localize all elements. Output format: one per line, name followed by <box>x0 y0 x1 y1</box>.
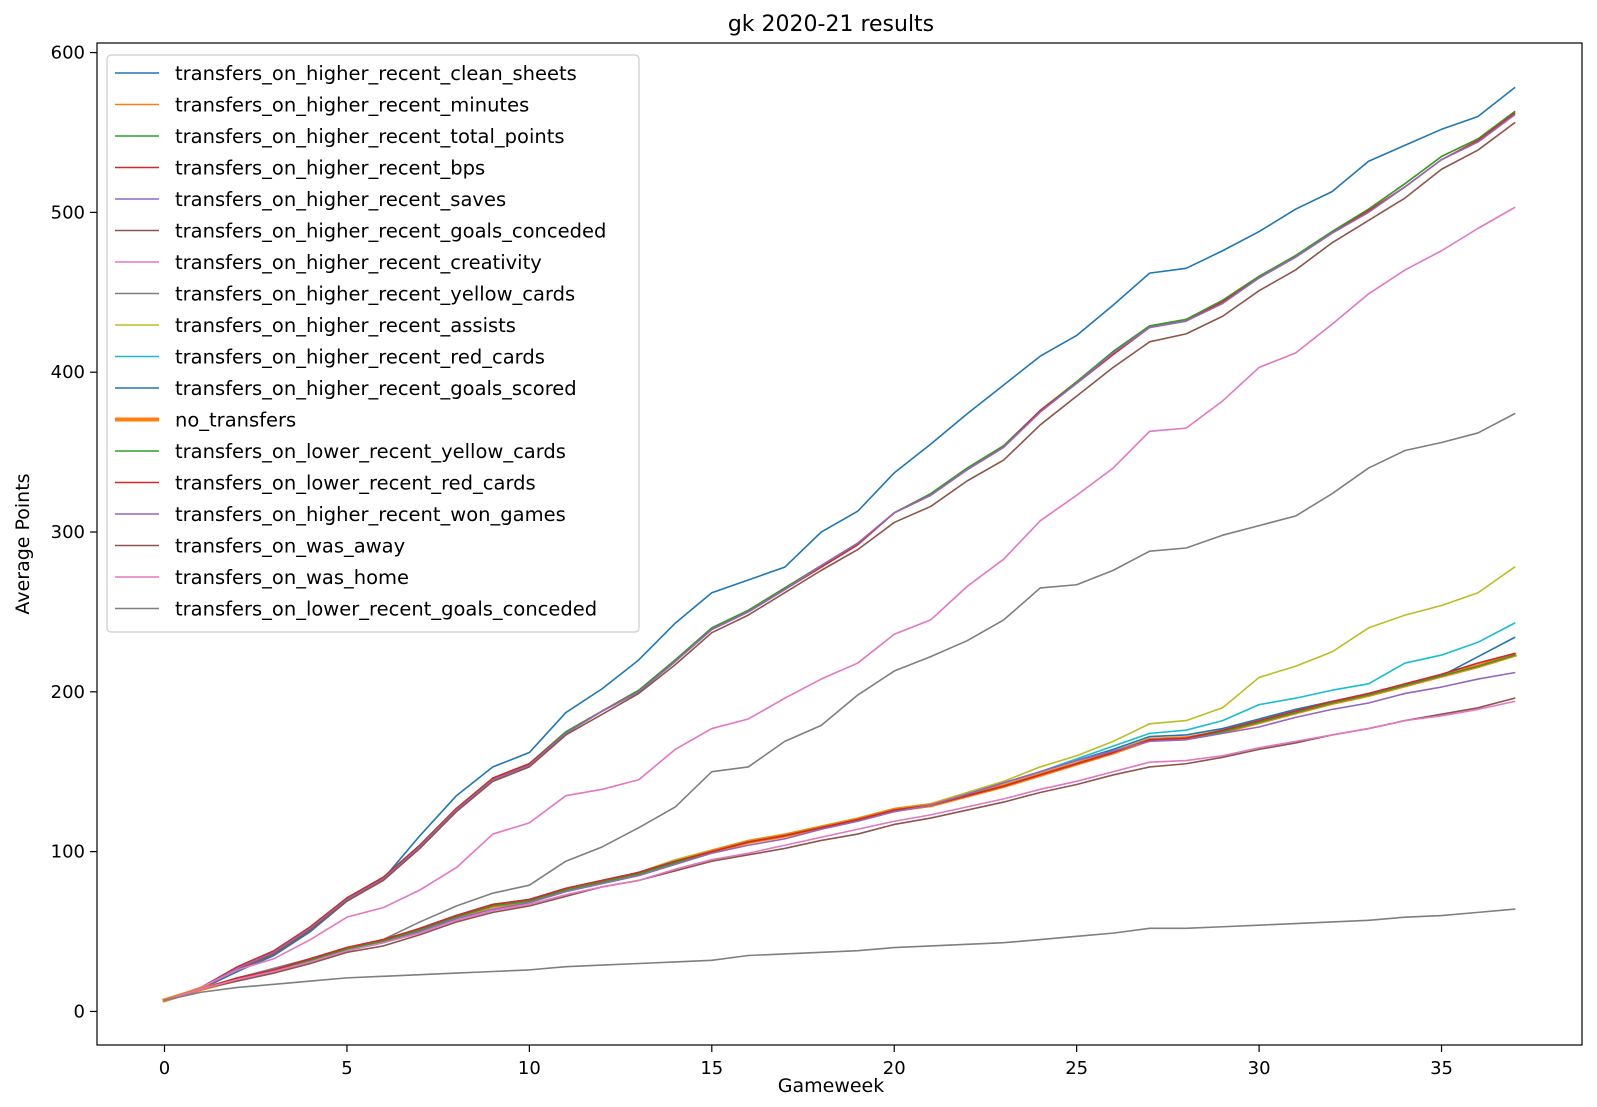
legend-label: transfers_on_was_home <box>175 566 409 589</box>
y-tick-label: 0 <box>74 1001 85 1022</box>
x-tick-label: 15 <box>700 1058 723 1079</box>
x-tick-label: 20 <box>883 1058 906 1079</box>
legend-label: transfers_on_higher_recent_clean_sheets <box>175 62 577 85</box>
x-tick-label: 35 <box>1430 1058 1453 1079</box>
y-tick-label: 600 <box>51 43 85 64</box>
legend-label: transfers_on_higher_recent_saves <box>175 188 506 211</box>
y-tick-label: 200 <box>51 682 85 703</box>
chart-title: gk 2020-21 results <box>728 12 934 37</box>
x-tick-label: 10 <box>518 1058 541 1079</box>
legend-label: transfers_on_lower_recent_yellow_cards <box>175 440 566 463</box>
legend-label: transfers_on_higher_recent_goals_concede… <box>175 220 606 243</box>
series-line-transfers-on-lower-recent-red-cards <box>163 652 1516 1002</box>
legend-label: transfers_on_higher_recent_creativity <box>175 251 542 274</box>
legend: transfers_on_higher_recent_clean_sheetst… <box>106 54 640 633</box>
x-tick-label: 5 <box>341 1058 352 1079</box>
series-lines <box>162 86 1517 1003</box>
y-tick-label: 100 <box>51 842 85 863</box>
y-axis-title: Average Points <box>12 473 34 614</box>
legend-box <box>106 54 640 633</box>
y-tick-label: 400 <box>51 362 85 383</box>
series-line-transfers-on-was-home <box>163 700 1516 1002</box>
legend-label: transfers_on_higher_recent_bps <box>175 157 485 180</box>
legend-label: transfers_on_higher_recent_red_cards <box>175 346 545 369</box>
series-line-transfers-on-higher-recent-yellow-cards <box>163 412 1516 1002</box>
legend-label: no_transfers <box>175 409 296 432</box>
y-tick-label: 300 <box>51 522 85 543</box>
legend-label: transfers_on_higher_recent_goals_scored <box>175 377 577 400</box>
y-tick-label: 500 <box>51 202 85 223</box>
x-axis-title: Gameweek <box>778 1075 885 1097</box>
y-axis-ticks: 0 100 200 300 400 500 600 <box>51 43 97 1022</box>
legend-label: transfers_on_higher_recent_yellow_cards <box>175 283 575 306</box>
x-axis-ticks: 0 5 10 15 20 25 30 35 <box>159 1045 1453 1079</box>
plot-area-frame <box>96 42 1583 1046</box>
legend-label: transfers_on_lower_recent_goals_conceded <box>175 598 597 621</box>
legend-label: transfers_on_was_away <box>175 535 405 558</box>
legend-label: transfers_on_higher_recent_total_points <box>175 125 565 148</box>
legend-label: transfers_on_higher_recent_won_games <box>175 503 566 526</box>
x-tick-label: 25 <box>1065 1058 1088 1079</box>
series-line-transfers-on-higher-recent-creativity <box>163 206 1516 1002</box>
legend-label: transfers_on_lower_recent_red_cards <box>175 472 536 495</box>
x-tick-label: 30 <box>1248 1058 1271 1079</box>
series-line-transfers-on-lower-recent-goals-conceded <box>163 908 1516 1002</box>
series-line-transfers-on-higher-recent-goals-conceded <box>163 121 1516 1002</box>
series-line-transfers-on-higher-recent-saves <box>163 113 1516 1002</box>
x-tick-label: 0 <box>159 1058 170 1079</box>
legend-label: transfers_on_higher_recent_minutes <box>175 94 529 117</box>
legend-label: transfers_on_higher_recent_assists <box>175 314 516 337</box>
series-line-transfers-on-was-away <box>163 697 1516 1002</box>
